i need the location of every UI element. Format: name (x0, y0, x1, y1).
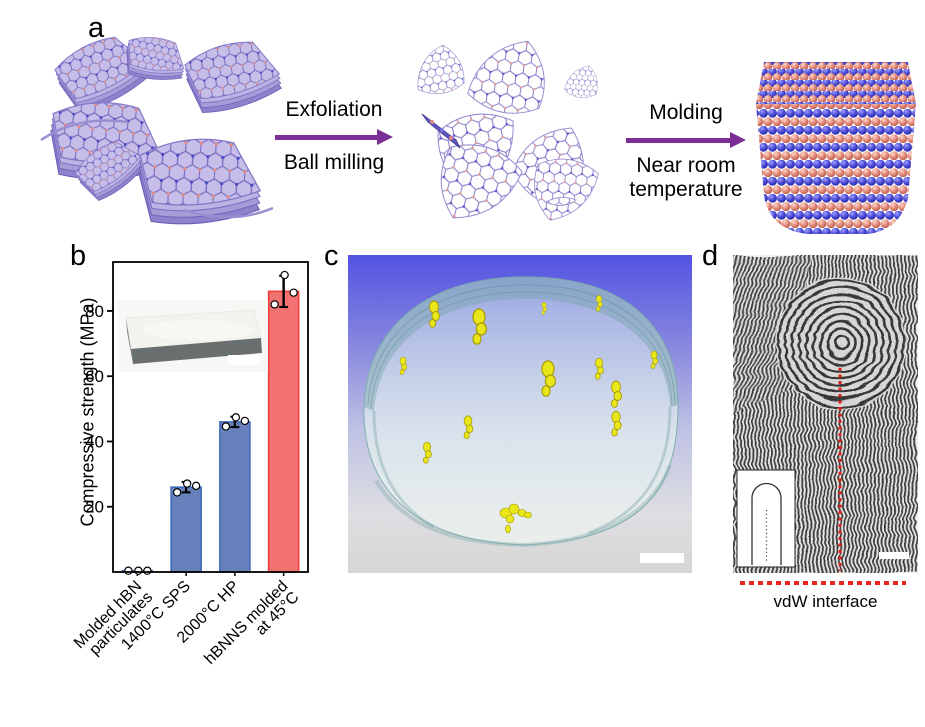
chart-frame (112, 261, 309, 573)
data-point (289, 288, 298, 297)
process-step-exfoliation: Exfoliation Ball milling (268, 98, 400, 175)
panel-c-label: c (324, 240, 339, 272)
exfoliation-arrow-icon (275, 129, 393, 146)
svg-text:80: 80 (85, 302, 104, 321)
y-axis-label: Compressive strength (MPa) (77, 297, 98, 527)
panel-d-label: d (702, 240, 719, 272)
molding-label: Molding (649, 101, 723, 124)
exfoliation-label: Exfoliation (285, 98, 383, 121)
cube-top-face (756, 62, 916, 104)
ball-milling-label: Ball milling (283, 151, 385, 175)
svg-text:20: 20 (85, 498, 104, 517)
data-point (191, 481, 201, 491)
data-point (143, 566, 152, 575)
bar-1 (170, 486, 202, 573)
temperature-label: temperature (629, 178, 743, 202)
data-point (172, 488, 182, 497)
sample-disc (363, 276, 679, 546)
bar-2 (219, 421, 251, 573)
hbn-nanosheets-illustration (409, 33, 611, 232)
hbn-bulk-flakes-illustration (40, 20, 285, 238)
svg-text:60: 60 (85, 367, 104, 386)
svg-text:40: 40 (85, 432, 104, 451)
panel-b-label: b (70, 240, 87, 272)
data-point (221, 422, 231, 431)
molding-arrow-icon (626, 132, 746, 149)
tomography-scale-bar (640, 553, 684, 563)
vdw-interface-caption: vdW interface (773, 592, 878, 611)
sample-photo-inset (118, 300, 268, 372)
data-point (231, 413, 241, 422)
pore-clusters (399, 294, 659, 534)
near-room-label: Near room (636, 154, 736, 178)
vdw-interface-line (740, 581, 906, 585)
data-point (124, 566, 133, 575)
tem-lattice-image (733, 255, 918, 573)
data-point (182, 479, 192, 488)
cube-front-face (756, 104, 916, 234)
panel-a-label: a (88, 12, 105, 44)
data-point (240, 416, 250, 426)
fold-schematic-inset (736, 469, 796, 568)
data-point (134, 566, 143, 575)
process-step-molding: Molding Near room temperature (616, 101, 756, 202)
data-point (270, 300, 279, 309)
tomography-3d-rendering (348, 255, 692, 573)
molded-bulk-illustration (756, 62, 916, 234)
bar-3 (267, 290, 300, 573)
data-point (280, 270, 289, 280)
photo-scale-bar (228, 355, 260, 365)
tem-scale-bar (879, 552, 909, 559)
